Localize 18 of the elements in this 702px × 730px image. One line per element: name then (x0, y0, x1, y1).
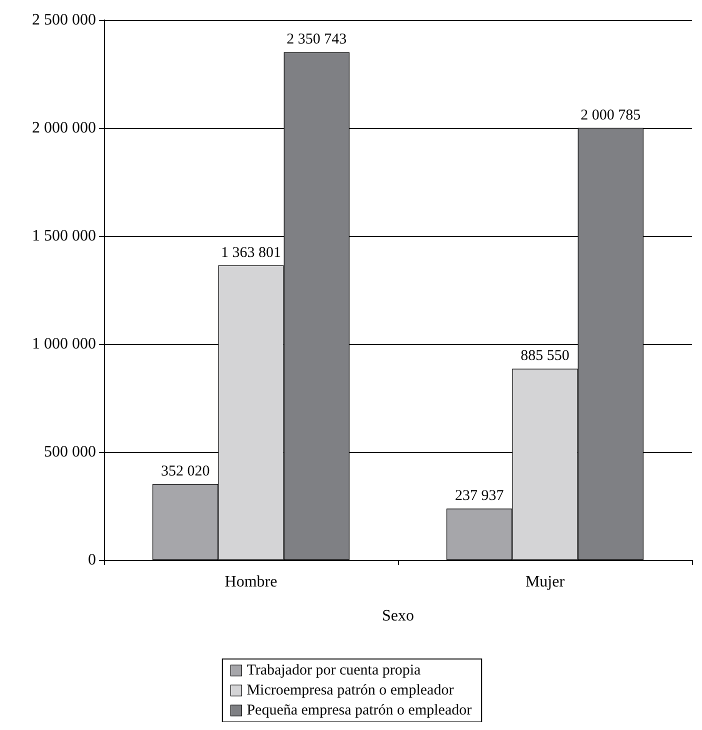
y-tick-label: 1 500 000 (32, 228, 96, 244)
y-tick-label: 0 (88, 552, 96, 568)
y-tick-label: 2 500 000 (32, 12, 96, 28)
y-tick-label: 1 000 000 (32, 336, 96, 352)
x-tick-label: Hombre (224, 574, 278, 590)
data-label: 885 550 (520, 348, 570, 364)
legend-label: Pequeña empresa patrón o empleador (246, 702, 472, 718)
x-axis-title: Sexo (382, 608, 414, 624)
data-label: 1 363 801 (221, 244, 281, 261)
y-tick-label: 500 000 (44, 444, 96, 460)
legend-label: Trabajador por cuenta propia (246, 662, 422, 678)
legend-label: Microempresa patrón o empleador (246, 682, 454, 698)
data-label: 2 000 785 (580, 107, 641, 124)
data-label: 2 350 743 (286, 32, 347, 48)
y-tick-label: 2 000 000 (32, 120, 96, 136)
x-tick-label: Mujer (525, 574, 566, 590)
data-label: 237 937 (454, 488, 504, 504)
data-label: 352 020 (160, 463, 210, 480)
